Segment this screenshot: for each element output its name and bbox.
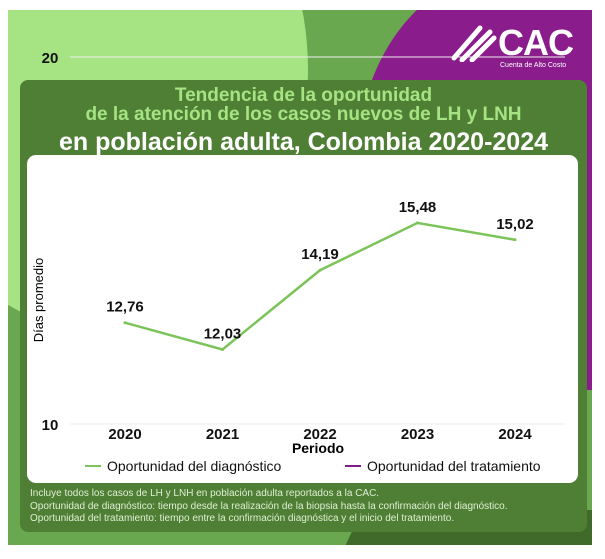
note-3: Oportunidad del tratamiento: tiempo entr… [30,513,455,524]
legend-label: Oportunidad del diagnóstico [107,458,282,474]
chart-card [27,155,578,483]
logo-text: CAC [498,22,574,63]
title-line-1: Tendencia de la oportunidad [174,85,433,106]
data-point [123,321,127,325]
x-tick-label: 2022 [303,426,336,443]
data-point [513,238,517,242]
note-1: Incluye todos los casos de LH y LNH en p… [30,488,380,499]
data-point [221,347,224,351]
x-tick-label: 2021 [206,426,239,443]
legend-label: Oportunidad del tratamiento [367,458,541,474]
data-point [318,268,322,272]
data-label: 14,19 [301,246,339,263]
data-label: 12,76 [106,299,144,316]
data-point [416,221,419,225]
title-line-3: en población adulta, Colombia 2020-2024 [58,128,549,156]
data-label: 15,48 [399,199,437,216]
x-axis-label: Periodo [292,440,344,456]
y-tick-label: 10 [42,417,59,434]
data-label: 12,03 [204,325,242,342]
x-tick-label: 2023 [401,426,434,443]
data-label: 15,02 [496,216,534,233]
logo-swoosh-icon [451,25,497,62]
y-tick-label: 20 [42,50,59,67]
note-2: Oportunidad de diagnóstico: tiempo desde… [30,500,508,512]
x-tick-label: 2024 [498,426,532,443]
x-tick-label: 2020 [108,426,141,443]
logo-subtitle: Cuenta de Alto Costo [500,62,567,69]
title-line-2: de la atención de los casos nuevos de LH… [85,104,522,125]
footnotes: Incluye todos los casos de LH y LNH en p… [30,488,508,526]
series-line-0 [124,221,516,351]
y-axis-label: Días promedio [31,258,46,343]
